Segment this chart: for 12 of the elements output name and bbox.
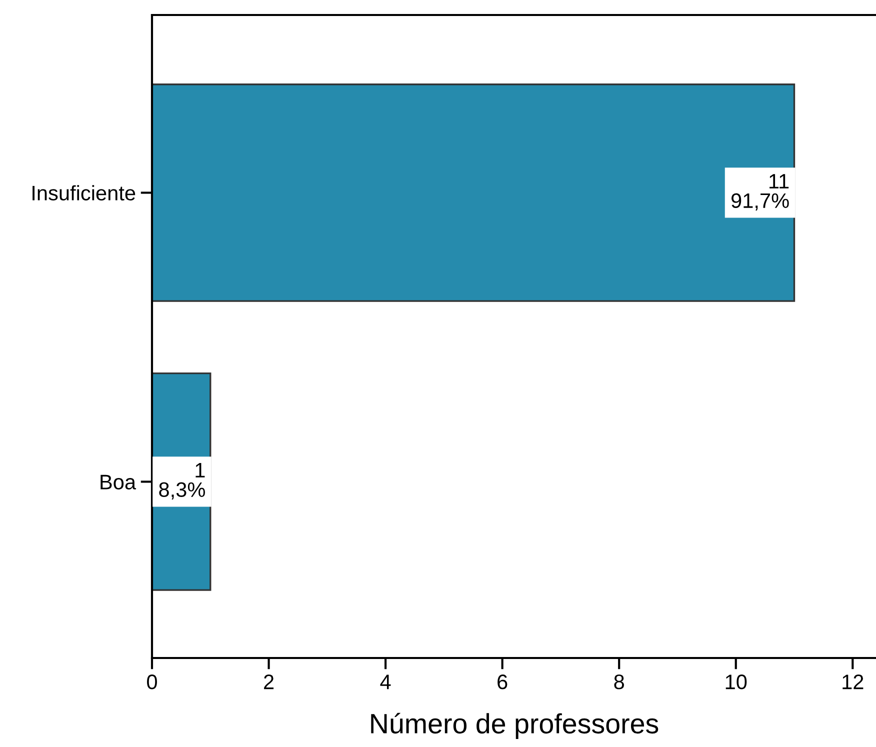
x-tick-label: 8 bbox=[614, 674, 624, 690]
x-tick-label: 4 bbox=[380, 674, 391, 690]
x-tick-label: 0 bbox=[147, 674, 157, 690]
x-tick-label: 10 bbox=[726, 674, 747, 690]
data-label: 11 91,7% bbox=[731, 174, 789, 210]
x-tick-label: 12 bbox=[842, 674, 864, 690]
x-axis-title: Número de professores bbox=[371, 712, 658, 740]
x-tick-label: 6 bbox=[498, 674, 508, 690]
y-tick-label: Boa bbox=[100, 474, 136, 490]
x-tick-label: 2 bbox=[264, 674, 274, 690]
y-tick-label: Insuficiente bbox=[32, 185, 136, 200]
data-label: 1 8,3% bbox=[159, 463, 205, 500]
